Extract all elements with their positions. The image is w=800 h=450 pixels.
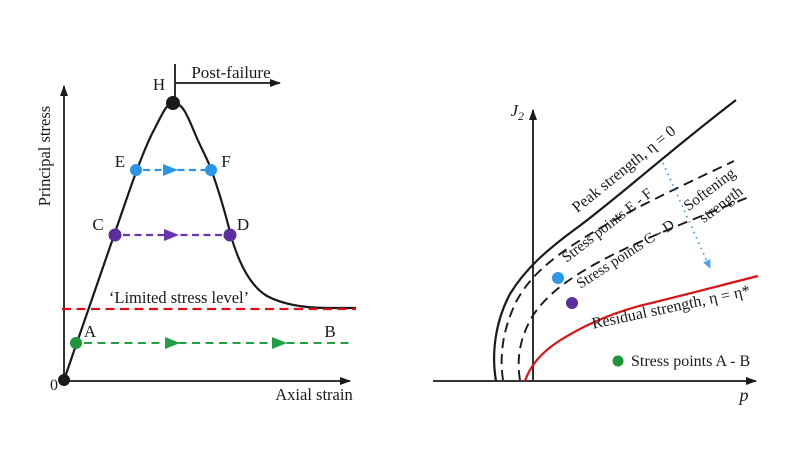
stress-point-ef-dot xyxy=(552,272,564,284)
stress-points-ab-label: Stress points A - B xyxy=(631,353,750,370)
j2-axis-label: J2 xyxy=(510,101,524,123)
point-label-A: A xyxy=(84,322,97,341)
y-axis-label: Principal stress xyxy=(35,106,54,206)
point-F-dot xyxy=(205,164,217,176)
point-label-B: B xyxy=(324,322,335,341)
cd-arrowhead xyxy=(164,229,179,241)
right-panel: J2 p Peak strength, η = 0 Stress points … xyxy=(433,99,759,405)
residual-label-group: Residual strength, η = η* xyxy=(590,283,751,333)
j2-letter: J xyxy=(510,101,519,120)
residual-strength-label: Residual strength, η = η* xyxy=(590,283,751,333)
left-panel: Principal stress Axial strain 0 Post-fai… xyxy=(35,63,356,404)
ef-arrowhead xyxy=(163,164,178,176)
origin-label: 0 xyxy=(50,377,58,394)
point-label-D: D xyxy=(237,215,249,234)
stress-point-ab-dot xyxy=(612,355,624,367)
residual-strength-curve xyxy=(523,274,759,382)
point-A-dot xyxy=(70,337,82,349)
cd-label-group: Stress points C - D xyxy=(574,217,678,292)
stress-points-cd-label: Stress points C - D xyxy=(574,217,678,292)
j2-subscript: 2 xyxy=(518,109,524,123)
point-label-C: C xyxy=(92,215,103,234)
softening-curve-cd xyxy=(517,196,750,381)
point-label-H: H xyxy=(153,75,165,94)
post-failure-label: Post-failure xyxy=(191,63,270,82)
x-axis-label: Axial strain xyxy=(275,385,352,404)
peak-dot xyxy=(166,96,180,110)
point-E-dot xyxy=(130,164,142,176)
p-axis-label: p xyxy=(738,385,749,405)
point-D-dot xyxy=(223,228,237,242)
ab-arrowhead-1 xyxy=(165,337,180,349)
ab-arrowhead-2 xyxy=(272,337,287,349)
peak-strength-curve xyxy=(493,99,737,382)
limited-stress-label: ‘Limited stress level’ xyxy=(109,288,249,307)
softening-label-group: Softening strength xyxy=(680,165,746,227)
stress-point-cd-dot xyxy=(566,297,578,309)
point-C-dot xyxy=(108,228,122,242)
point-label-F: F xyxy=(221,152,230,171)
point-label-E: E xyxy=(115,152,125,171)
stress-strain-curve xyxy=(62,101,356,381)
